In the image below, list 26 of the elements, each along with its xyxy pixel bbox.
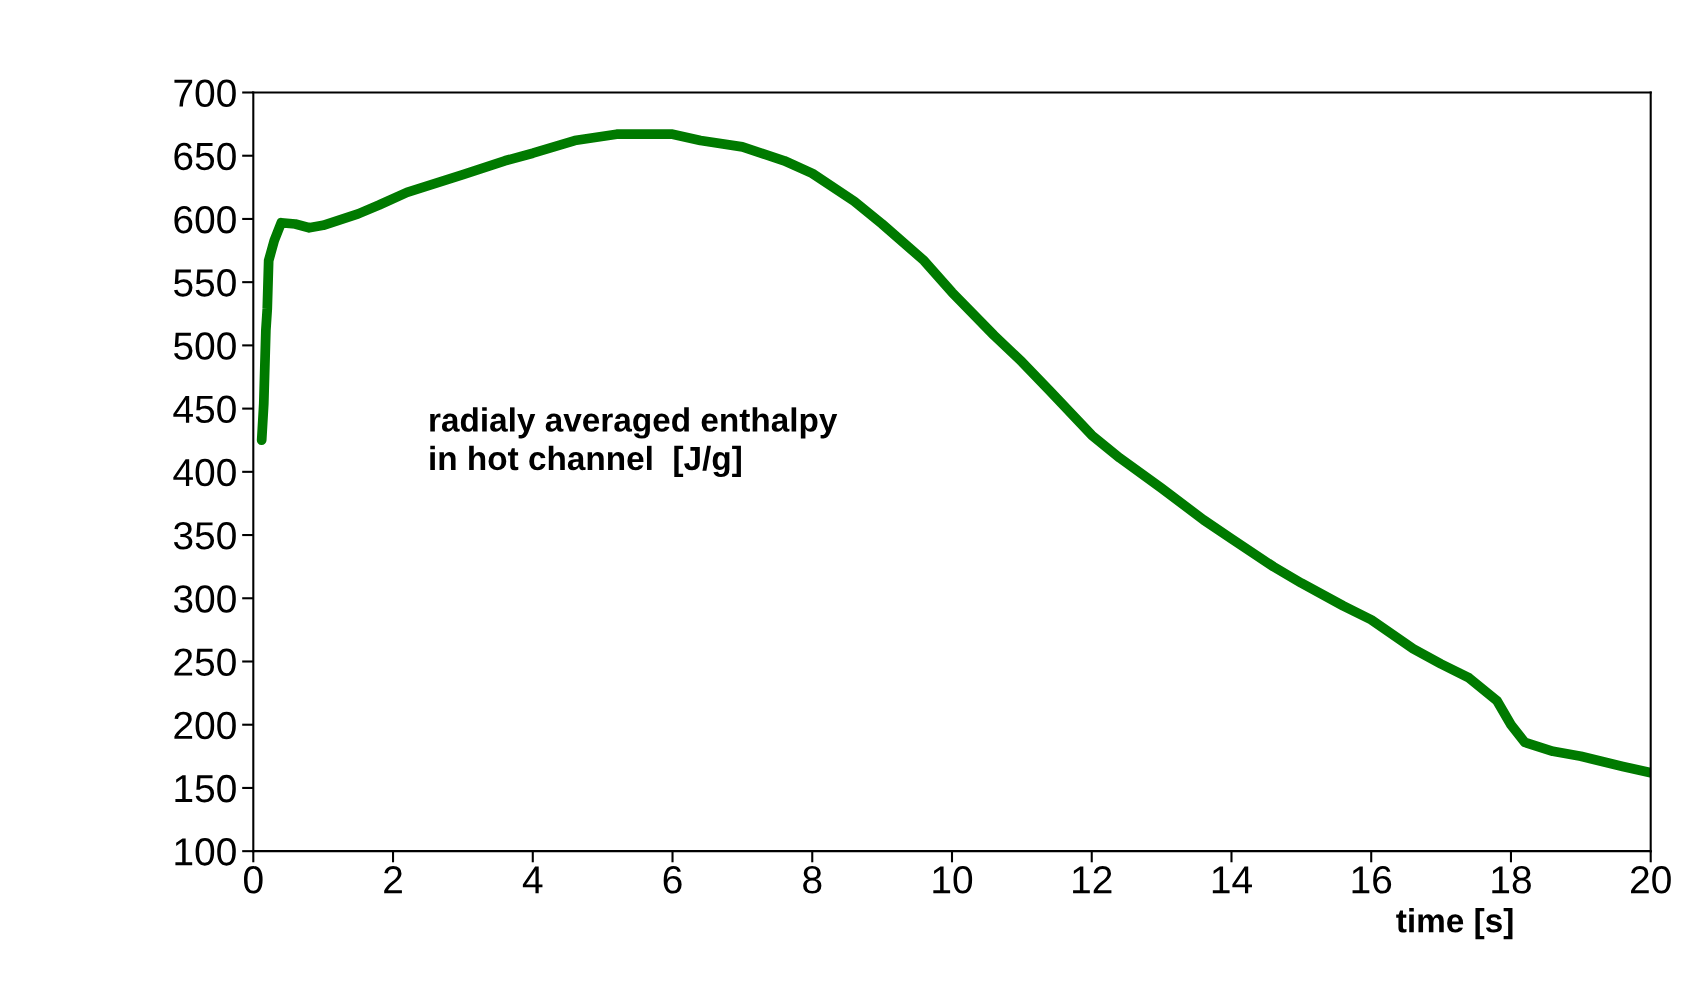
x-tick-label: 6 (663, 866, 682, 894)
y-tick-label: 550 (174, 269, 236, 297)
x-tick-label: 10 (933, 866, 973, 894)
y-tick-label: 700 (174, 79, 236, 107)
x-tick-label: 16 (1352, 866, 1392, 894)
y-tick-label: 100 (175, 838, 236, 866)
y-tick-label: 300 (173, 585, 236, 613)
y-tick-label: 500 (174, 332, 236, 360)
annotation: radialy averaged enthalpy in hot channel [J/g] (430, 407, 838, 478)
x-tick-label: 0 (244, 866, 263, 894)
y-tick-label: 600 (174, 205, 236, 234)
x-axis-title: time [s] (1396, 908, 1513, 940)
x-tick-label: 2 (384, 866, 402, 894)
x-tick-label: 12 (1073, 866, 1112, 894)
y-tick-label: 450 (173, 395, 236, 424)
x-tick-label: 14 (1212, 866, 1252, 894)
x-tick-label: 20 (1631, 866, 1671, 894)
y-tick-label: 200 (174, 711, 236, 740)
y-tick-label: 400 (173, 458, 236, 487)
y-tick-label: 350 (173, 521, 236, 550)
y-tick-label: 150 (175, 774, 236, 803)
x-tick-label: 18 (1492, 866, 1531, 894)
y-tick-label: 650 (174, 142, 236, 171)
x-tick-label: 4 (522, 866, 543, 894)
y-tick-label: 250 (174, 648, 236, 676)
x-tick-label: 8 (803, 866, 822, 894)
